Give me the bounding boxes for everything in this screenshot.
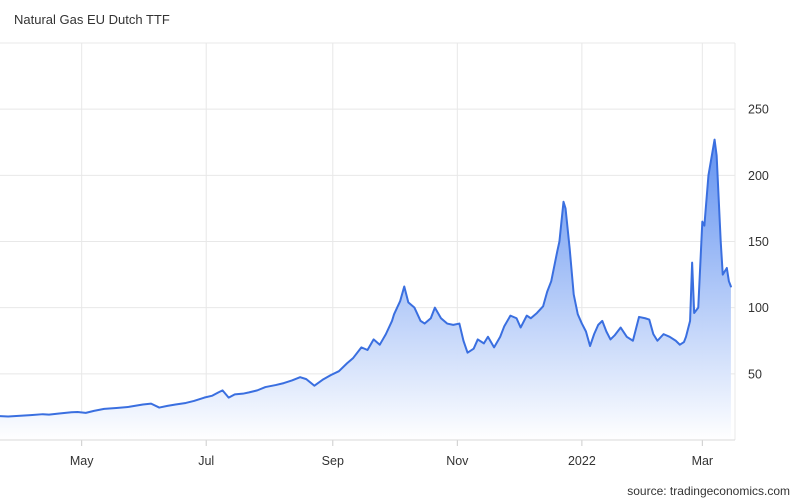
axes [0, 43, 736, 446]
x-tick-label-sep: Sep [322, 454, 344, 468]
chart-source: source: tradingeconomics.com [627, 484, 790, 498]
y-tick-label-150: 150 [748, 235, 769, 249]
tick-labels: 50 100 150 200 250 May Jul Sep Nov 2022 Mar [70, 103, 769, 468]
x-tick-label-mar: Mar [692, 454, 714, 468]
y-tick-label-250: 250 [748, 103, 769, 117]
series-line-0 [0, 138, 732, 418]
y-tick-label-100: 100 [748, 301, 769, 315]
x-tick-label-may: May [70, 454, 94, 468]
y-tick-label-50: 50 [748, 367, 762, 381]
series-area [0, 138, 732, 440]
series-area-fill-0 [0, 139, 731, 440]
y-tick-label-200: 200 [748, 169, 769, 183]
chart-title: Natural Gas EU Dutch TTF [14, 12, 170, 27]
x-tick-label-nov: Nov [446, 454, 469, 468]
x-tick-label-jul: Jul [198, 454, 214, 468]
x-tick-label-2022: 2022 [568, 454, 596, 468]
